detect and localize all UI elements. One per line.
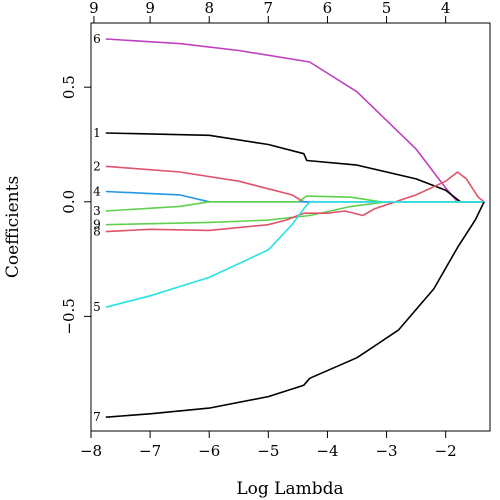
top-tick-label: 4 bbox=[441, 0, 451, 17]
y-axis-title: Coefficients bbox=[3, 176, 23, 278]
series-line-7 bbox=[105, 201, 485, 418]
top-tick-label: 9 bbox=[145, 0, 155, 17]
x-axis: −8 −7 −6 −5 −4 −3 −2 bbox=[80, 431, 457, 460]
top-tick-label: 9 bbox=[89, 0, 99, 17]
x-tick-label: −4 bbox=[316, 442, 338, 460]
x-tick-label: −3 bbox=[375, 442, 397, 460]
top-tick-label: 5 bbox=[382, 0, 392, 17]
x-tick-label: −5 bbox=[257, 442, 279, 460]
series-label-4: 4 bbox=[93, 184, 101, 198]
top-axis: 9 9 8 7 6 5 4 bbox=[89, 0, 450, 23]
top-tick-label: 7 bbox=[264, 0, 274, 17]
series-label-6: 6 bbox=[93, 32, 101, 46]
x-tick-label: −2 bbox=[435, 442, 457, 460]
plot-frame bbox=[90, 22, 491, 432]
series-lines bbox=[105, 38, 485, 418]
series-label-9: 9 bbox=[93, 218, 101, 232]
series-label-1: 1 bbox=[93, 126, 101, 140]
series-label-3: 3 bbox=[93, 204, 101, 218]
top-tick-label: 8 bbox=[204, 0, 214, 17]
top-tick-label: 6 bbox=[323, 0, 333, 17]
series-line-5 bbox=[105, 201, 485, 308]
y-tick-label: 0.0 bbox=[60, 190, 78, 214]
series-line-1 bbox=[105, 132, 485, 203]
x-tick-label: −7 bbox=[139, 442, 161, 460]
series-label-8: 8 bbox=[93, 225, 101, 239]
series-label-5: 5 bbox=[93, 300, 101, 314]
x-tick-label: −8 bbox=[80, 442, 102, 460]
x-tick-label: −6 bbox=[198, 442, 220, 460]
y-tick-label: 0.5 bbox=[60, 75, 78, 99]
y-tick-label: −0.5 bbox=[60, 298, 78, 334]
series-label-2: 2 bbox=[93, 159, 101, 173]
series-label-7: 7 bbox=[93, 410, 101, 424]
y-axis: −0.5 0.0 0.5 bbox=[60, 75, 91, 335]
x-axis-title: Log Lambda bbox=[236, 479, 343, 499]
series-labels: 6 1 2 4 398 5 7 bbox=[93, 32, 101, 424]
series-line-8 bbox=[105, 171, 485, 233]
